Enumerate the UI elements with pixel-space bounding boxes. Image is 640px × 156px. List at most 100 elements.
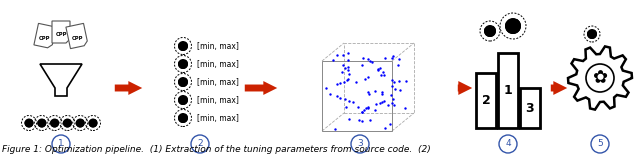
Point	[340, 97, 350, 100]
Point	[332, 95, 342, 98]
Point	[343, 51, 353, 54]
Text: CPP: CPP	[72, 37, 83, 41]
Point	[385, 123, 395, 126]
Text: CPP: CPP	[55, 32, 67, 37]
Point	[328, 59, 339, 62]
Text: 3: 3	[525, 102, 534, 115]
Point	[364, 93, 374, 95]
Point	[364, 75, 374, 78]
Point	[363, 58, 373, 60]
Point	[361, 107, 371, 110]
Point	[380, 57, 390, 59]
Point	[335, 81, 345, 84]
Wedge shape	[484, 26, 496, 37]
Point	[370, 90, 380, 92]
Text: 2: 2	[197, 139, 203, 149]
Text: [min, max]: [min, max]	[197, 95, 239, 105]
Point	[353, 106, 363, 109]
Circle shape	[50, 119, 59, 127]
Wedge shape	[76, 119, 84, 127]
Text: CPP: CPP	[38, 37, 50, 41]
Point	[363, 107, 373, 109]
Text: 4: 4	[505, 139, 511, 149]
Text: 3: 3	[357, 139, 363, 149]
Text: [min, max]: [min, max]	[197, 59, 239, 68]
Point	[377, 92, 387, 95]
Point	[335, 97, 346, 99]
Point	[371, 102, 381, 105]
Point	[332, 83, 342, 86]
Point	[379, 74, 389, 76]
Point	[376, 74, 386, 76]
Wedge shape	[178, 78, 188, 87]
Wedge shape	[88, 119, 97, 127]
Circle shape	[586, 64, 614, 92]
Point	[392, 64, 403, 66]
Point	[363, 105, 373, 108]
Point	[388, 55, 398, 58]
FancyBboxPatch shape	[476, 73, 496, 128]
Point	[321, 87, 331, 90]
Point	[389, 80, 399, 83]
Point	[340, 67, 350, 69]
Wedge shape	[178, 60, 188, 69]
Point	[357, 119, 367, 122]
Circle shape	[178, 59, 188, 69]
Point	[383, 104, 393, 106]
Point	[351, 80, 361, 83]
Text: ✿: ✿	[593, 69, 607, 87]
Point	[356, 110, 367, 113]
Point	[344, 72, 355, 75]
Point	[400, 107, 410, 109]
Point	[373, 67, 383, 70]
Point	[363, 90, 373, 93]
Point	[367, 61, 378, 63]
Point	[339, 81, 349, 84]
Polygon shape	[66, 23, 87, 49]
Point	[342, 79, 353, 81]
Point	[365, 119, 375, 122]
Wedge shape	[587, 30, 597, 39]
FancyBboxPatch shape	[520, 88, 540, 128]
Point	[379, 100, 389, 102]
Circle shape	[24, 119, 33, 127]
Point	[358, 57, 368, 59]
Circle shape	[178, 77, 188, 87]
Polygon shape	[40, 64, 82, 96]
Circle shape	[88, 119, 97, 127]
Wedge shape	[63, 119, 72, 127]
Circle shape	[178, 113, 188, 123]
Circle shape	[587, 29, 597, 39]
Text: [min, max]: [min, max]	[197, 78, 239, 86]
Point	[394, 58, 404, 61]
Text: 1: 1	[504, 84, 513, 97]
Polygon shape	[52, 21, 70, 43]
Point	[388, 104, 399, 107]
Point	[337, 71, 348, 73]
Point	[390, 88, 401, 90]
Text: [min, max]: [min, max]	[197, 114, 239, 122]
Point	[387, 79, 397, 82]
Text: 2: 2	[482, 94, 490, 107]
Circle shape	[63, 119, 72, 127]
Point	[343, 66, 353, 68]
Point	[394, 80, 404, 82]
Point	[344, 100, 354, 103]
Point	[375, 102, 385, 104]
Point	[330, 128, 340, 130]
Point	[338, 64, 348, 67]
Circle shape	[484, 25, 496, 37]
Polygon shape	[34, 23, 56, 48]
Text: [min, max]: [min, max]	[197, 41, 239, 51]
Circle shape	[76, 119, 84, 127]
Wedge shape	[178, 114, 188, 123]
Text: 5: 5	[597, 139, 603, 149]
Point	[372, 69, 383, 72]
Point	[386, 94, 396, 96]
Wedge shape	[178, 42, 188, 51]
Point	[348, 100, 358, 103]
Polygon shape	[568, 46, 632, 110]
Point	[388, 98, 398, 101]
Point	[342, 69, 353, 71]
Point	[378, 101, 388, 103]
